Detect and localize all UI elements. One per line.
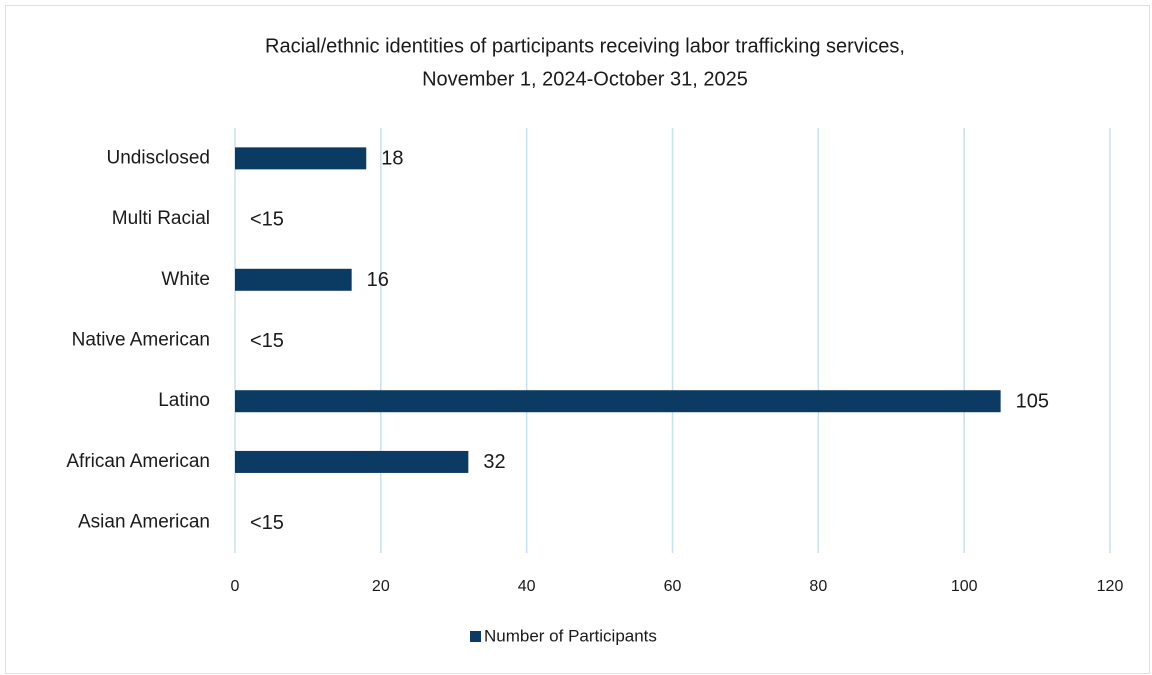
y-tick-label: Native American <box>72 330 210 351</box>
data-label: 16 <box>367 269 389 291</box>
x-tick-label: 120 <box>1097 578 1124 595</box>
bar <box>235 390 1001 413</box>
legend-swatch <box>470 631 481 642</box>
x-tick-label: 40 <box>518 578 536 595</box>
y-tick-label: African American <box>66 451 210 472</box>
bar <box>235 147 367 170</box>
x-tick-label: 80 <box>809 578 827 595</box>
chart-title: November 1, 2024-October 31, 2025 <box>422 68 748 90</box>
chart-frame <box>5 5 1150 674</box>
y-tick-label: White <box>161 269 210 290</box>
y-tick-label: Latino <box>158 390 210 411</box>
data-label: 32 <box>483 451 505 473</box>
chart-title: Racial/ethnic identities of participants… <box>265 35 905 57</box>
bar <box>235 268 352 291</box>
y-tick-label: Multi Racial <box>112 208 210 229</box>
x-tick-label: 100 <box>951 578 978 595</box>
legend-label: Number of Participants <box>484 626 657 645</box>
data-label: <15 <box>250 330 284 352</box>
y-tick-label: Undisclosed <box>107 147 211 168</box>
x-tick-label: 0 <box>231 578 240 595</box>
y-tick-label: Asian American <box>78 512 210 533</box>
x-tick-label: 20 <box>372 578 390 595</box>
data-label: 105 <box>1016 390 1049 412</box>
x-tick-label: 60 <box>664 578 682 595</box>
bar <box>235 450 469 473</box>
data-label: 18 <box>381 148 403 170</box>
data-label: <15 <box>250 512 284 534</box>
data-label: <15 <box>250 208 284 230</box>
